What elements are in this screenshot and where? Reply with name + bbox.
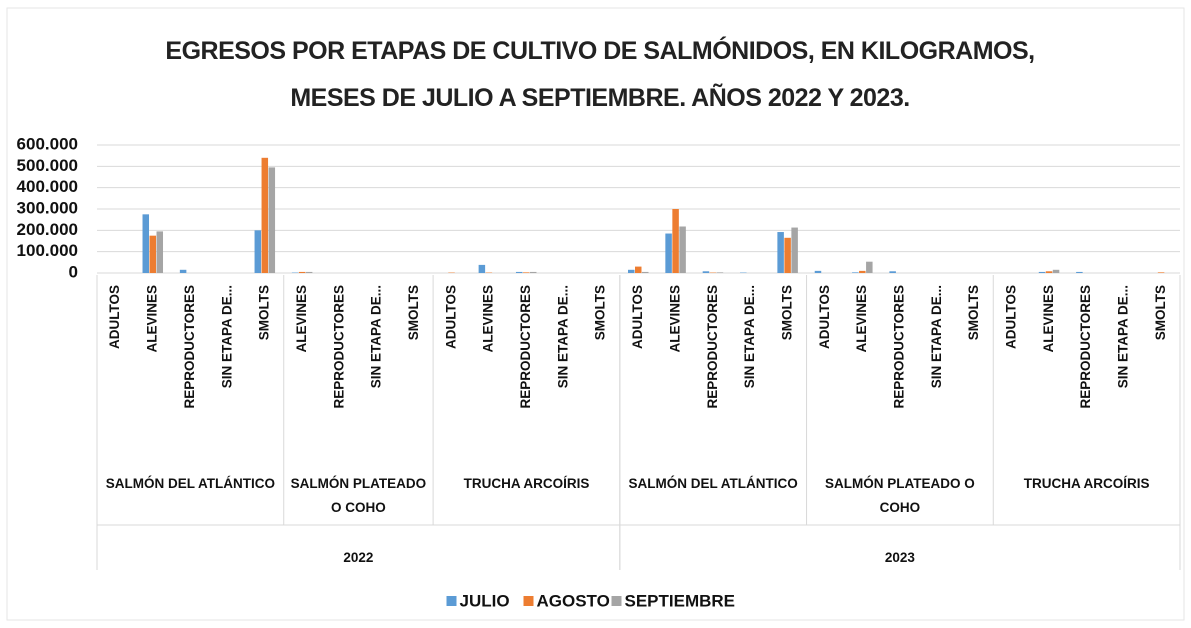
x-tick-label: SMOLTS	[779, 285, 794, 340]
bar	[814, 270, 822, 273]
chart-title: EGRESOS POR ETAPAS DE CULTIVO DE SALMÓNI…	[165, 37, 1035, 112]
bar	[628, 269, 635, 273]
year-label: 2022	[343, 550, 374, 565]
bar	[305, 271, 313, 273]
year-label: 2023	[884, 550, 915, 565]
bar	[679, 226, 686, 273]
x-tick-label: SIN ETAPA DE...	[742, 285, 757, 388]
bar	[716, 272, 724, 273]
bar	[889, 271, 896, 273]
legend-swatch	[446, 596, 457, 606]
x-tick-label: ADULTOS	[1004, 285, 1019, 349]
x-tick-label: SIN ETAPA DE...	[369, 285, 384, 388]
y-tick-label: 400.000	[17, 177, 78, 196]
bar	[156, 231, 164, 273]
x-tick-label: REPRODUCTORES	[891, 285, 906, 409]
x-tick-label: REPRODUCTORES	[518, 285, 533, 409]
x-tick-label: ADULTOS	[443, 285, 458, 349]
x-tick-label: ALEVINES	[667, 285, 682, 353]
species-label: SALMÓN DEL ATLÁNTICO	[105, 476, 275, 491]
bar	[672, 209, 679, 273]
x-tick-label: SMOLTS	[1153, 285, 1168, 340]
species-label: SALMÓN PLATEADO O COHO	[290, 476, 427, 515]
bar	[149, 235, 157, 273]
x-tick-label: REPRODUCTORES	[331, 285, 346, 409]
x-tick-label: ADULTOS	[630, 285, 645, 349]
bar	[179, 269, 187, 273]
bar	[859, 270, 866, 273]
x-tick-label: SMOLTS	[966, 285, 981, 340]
x-tick-label: ALEVINES	[1041, 285, 1056, 353]
y-tick-label: 600.000	[17, 134, 78, 153]
bar	[522, 272, 530, 273]
bar	[261, 157, 269, 273]
x-tick-label: SIN ETAPA DE...	[219, 285, 234, 388]
x-tick-label: SIN ETAPA DE...	[555, 285, 570, 388]
bar	[777, 232, 784, 273]
legend-swatch	[611, 596, 622, 606]
bar	[665, 233, 672, 273]
x-tick-label: ADULTOS	[817, 285, 832, 349]
x-tick-label: ALEVINES	[481, 285, 496, 353]
x-tick-label: REPRODUCTORES	[1078, 285, 1093, 409]
y-tick-label: 0	[69, 262, 78, 281]
legend-label: AGOSTO	[537, 591, 610, 610]
bar	[1076, 271, 1083, 273]
x-tick-label: SIN ETAPA DE...	[929, 285, 944, 388]
x-tick-label: ADULTOS	[107, 285, 122, 349]
legend-swatch	[523, 596, 534, 606]
bar	[1052, 269, 1060, 273]
bar	[1038, 271, 1046, 273]
y-tick-label: 300.000	[17, 198, 78, 217]
x-tick-label: SIN ETAPA DE...	[1116, 285, 1131, 388]
bar	[1045, 271, 1053, 273]
x-tick-label: REPRODUCTORES	[705, 285, 720, 409]
x-tick-label: ALEVINES	[854, 285, 869, 353]
bar	[529, 271, 537, 273]
bar	[635, 266, 642, 273]
species-label: TRUCHA ARCOÍRIS	[463, 476, 590, 491]
legend-label: JULIO	[460, 591, 510, 610]
bar	[1157, 272, 1165, 273]
bar	[852, 272, 859, 273]
bar	[298, 271, 306, 273]
bar	[642, 271, 649, 273]
species-label: SALMÓN PLATEADO O COHO	[825, 476, 975, 515]
bar	[254, 230, 262, 273]
x-tick-label: REPRODUCTORES	[182, 285, 197, 409]
y-tick-label: 500.000	[17, 156, 78, 175]
x-tick-label: SMOLTS	[257, 285, 272, 340]
y-tick-label: 100.000	[17, 241, 78, 260]
bar	[784, 237, 791, 273]
species-label: TRUCHA ARCOÍRIS	[1023, 476, 1150, 491]
species-label: SALMÓN DEL ATLÁNTICO	[628, 476, 798, 491]
x-tick-label: ALEVINES	[294, 285, 309, 353]
bar	[478, 264, 486, 273]
legend-label: SEPTIEMBRE	[625, 591, 736, 610]
bar	[866, 261, 873, 273]
x-tick-label: ALEVINES	[145, 285, 160, 353]
bar	[268, 167, 276, 273]
bar	[702, 271, 710, 273]
x-tick-label: SMOLTS	[593, 285, 608, 340]
bar	[791, 227, 798, 273]
x-tick-label: SMOLTS	[406, 285, 421, 340]
y-tick-label: 200.000	[17, 220, 78, 239]
frame	[6, 7, 1185, 621]
bar	[515, 271, 523, 273]
bar	[142, 214, 150, 273]
